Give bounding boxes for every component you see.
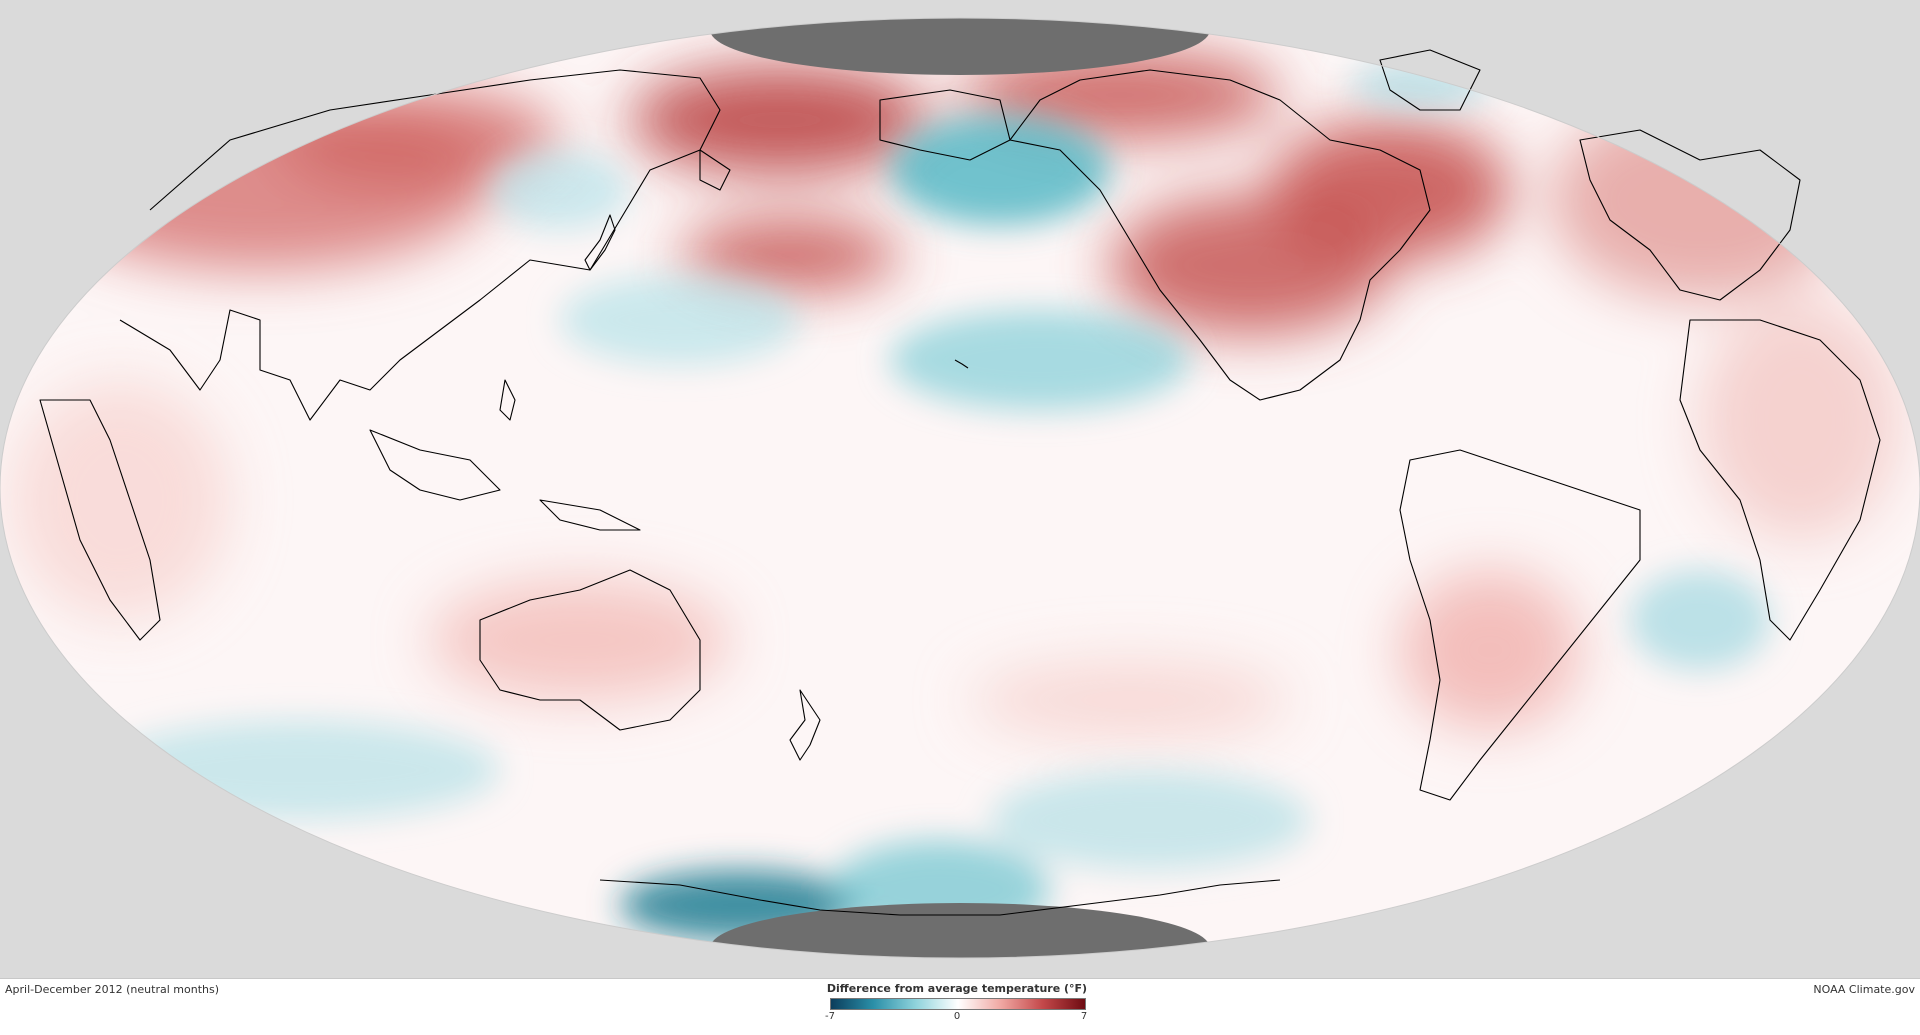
coast-hawaii <box>954 359 969 369</box>
anomaly-field <box>10 18 1900 958</box>
coast-north-america <box>1009 69 1431 401</box>
warm-west-europe <box>1550 100 1850 300</box>
warm-east-siberia <box>630 65 930 175</box>
warm-africa <box>1700 300 1900 540</box>
credit-label: NOAA Climate.gov <box>1813 983 1915 996</box>
cool-west-pacific <box>560 275 800 365</box>
coast-alaska <box>879 89 1011 161</box>
footer: April-December 2012 (neutral months) Dif… <box>0 978 1920 1035</box>
coast-africa <box>39 399 161 641</box>
legend-title: Difference from average temperature (°F) <box>826 982 1088 995</box>
north-polar-mask <box>710 18 1210 75</box>
coast-new-guinea <box>539 499 641 531</box>
coast-philippines <box>499 379 516 421</box>
cool-south-atlantic <box>1630 570 1770 670</box>
cool-greenland <box>1350 60 1490 110</box>
warm-east-canada <box>1270 120 1510 260</box>
warm-australia <box>430 580 730 700</box>
coastlines <box>39 49 1881 916</box>
legend-color-bar <box>830 998 1086 1010</box>
cool-subtropical-pacific <box>890 310 1190 410</box>
cool-east-china <box>490 150 630 230</box>
world-map-svg <box>0 17 1920 959</box>
coast-greenland <box>1379 49 1481 111</box>
coast-south-america <box>1399 449 1641 801</box>
cool-south-indian <box>100 720 500 820</box>
coast-australia <box>479 569 701 731</box>
coast-kamchatka <box>699 149 731 191</box>
coast-new-zealand <box>789 689 821 761</box>
cool-gulf-alaska <box>890 115 1110 225</box>
south-polar-mask <box>710 903 1210 958</box>
coast-asia-east <box>119 69 721 421</box>
coast-antarctica <box>599 879 1281 916</box>
legend-mid-label: 0 <box>953 1011 961 1022</box>
period-label: April-December 2012 (neutral months) <box>5 983 219 996</box>
coast-southeast-asia <box>369 429 501 501</box>
legend-max-label: 7 <box>1080 1011 1088 1022</box>
coast-west-africa <box>1679 319 1881 641</box>
globe-outline <box>0 17 1920 959</box>
legend-min-label: -7 <box>825 1011 835 1022</box>
warm-south-pacific <box>970 660 1290 740</box>
coast-japan <box>584 214 616 271</box>
anomaly-map <box>0 17 1920 959</box>
warm-south-america <box>1400 570 1580 730</box>
warm-west-indian <box>10 380 230 620</box>
coast-europe <box>1579 129 1801 301</box>
warm-north-pacific <box>680 220 900 290</box>
cool-southern-pacific <box>990 770 1310 870</box>
color-legend: Difference from average temperature (°F)… <box>825 981 1089 1031</box>
